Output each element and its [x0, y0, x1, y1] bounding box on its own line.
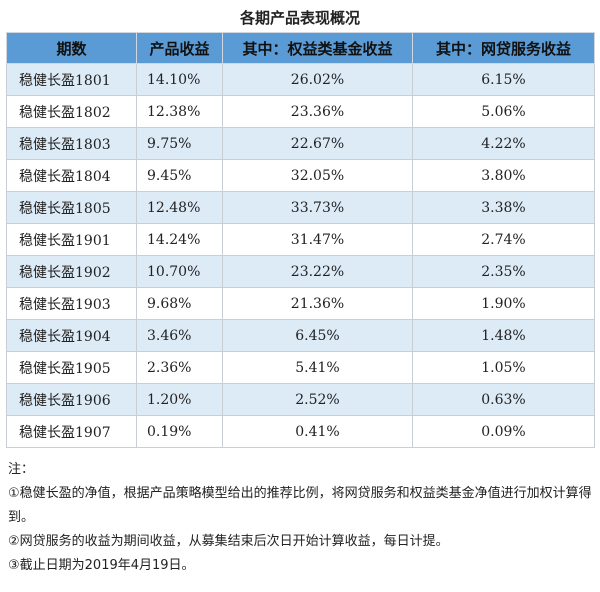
- table-row: 稳健长盈1805 12.48% 33.73% 3.38%: [6, 191, 595, 224]
- period-cell: 稳健长盈1906: [6, 383, 137, 416]
- period-cell: 稳健长盈1901: [6, 223, 137, 256]
- notes: 注： ①稳健长盈的净值，根据产品策略模型给出的推荐比例，将网贷服务和权益类基金净…: [6, 458, 594, 578]
- product-return-cell: 12.48%: [136, 191, 223, 224]
- p2p-service-return-cell: 1.48%: [412, 319, 595, 352]
- performance-table: 期数 产品收益 其中：权益类基金收益 其中：网贷服务收益 稳健长盈1801 14.…: [6, 32, 595, 448]
- product-return-cell: 12.38%: [136, 95, 223, 128]
- product-return-cell: 9.68%: [136, 287, 223, 320]
- equity-fund-return-cell: 23.22%: [222, 255, 413, 288]
- product-return-cell: 9.45%: [136, 159, 223, 192]
- table-row: 稳健长盈1804 9.45% 32.05% 3.80%: [6, 159, 595, 192]
- table-row: 稳健长盈1803 9.75% 22.67% 4.22%: [6, 127, 595, 160]
- p2p-service-return-cell: 4.22%: [412, 127, 595, 160]
- equity-fund-return-cell: 31.47%: [222, 223, 413, 256]
- header-period: 期数: [6, 32, 137, 64]
- table-header-row: 期数 产品收益 其中：权益类基金收益 其中：网贷服务收益: [6, 32, 595, 64]
- table-row: 稳健长盈1907 0.19% 0.41% 0.09%: [6, 415, 595, 448]
- notes-heading: 注：: [8, 462, 35, 477]
- equity-fund-return-cell: 6.45%: [222, 319, 413, 352]
- product-return-cell: 10.70%: [136, 255, 223, 288]
- equity-fund-return-cell: 32.05%: [222, 159, 413, 192]
- note-2: ②网贷服务的收益为期间收益，从募集结束后次日开始计算收益，每日计提。: [8, 534, 449, 549]
- table-row: 稳健长盈1902 10.70% 23.22% 2.35%: [6, 255, 595, 288]
- header-p2p-service-return: 其中：网贷服务收益: [412, 32, 595, 64]
- table-body: 稳健长盈1801 14.10% 26.02% 6.15% 稳健长盈1802 12.38% 2…: [6, 63, 595, 448]
- period-cell: 稳健长盈1905: [6, 351, 137, 384]
- table-row: 稳健长盈1801 14.10% 26.02% 6.15%: [6, 63, 595, 96]
- table-title: 各期产品表现概况: [239, 9, 360, 27]
- p2p-service-return-cell: 5.06%: [412, 95, 595, 128]
- equity-fund-return-cell: 5.41%: [222, 351, 413, 384]
- equity-fund-return-cell: 26.02%: [222, 63, 413, 96]
- period-cell: 稳健长盈1907: [6, 415, 137, 448]
- equity-fund-return-cell: 23.36%: [222, 95, 413, 128]
- product-return-cell: 1.20%: [136, 383, 223, 416]
- table-row: 稳健长盈1903 9.68% 21.36% 1.90%: [6, 287, 595, 320]
- period-cell: 稳健长盈1902: [6, 255, 137, 288]
- product-return-cell: 2.36%: [136, 351, 223, 384]
- p2p-service-return-cell: 0.63%: [412, 383, 595, 416]
- p2p-service-return-cell: 0.09%: [412, 415, 595, 448]
- product-return-cell: 0.19%: [136, 415, 223, 448]
- p2p-service-return-cell: 6.15%: [412, 63, 595, 96]
- header-product-return: 产品收益: [136, 32, 223, 64]
- product-return-cell: 3.46%: [136, 319, 223, 352]
- period-cell: 稳健长盈1801: [6, 63, 137, 96]
- period-cell: 稳健长盈1805: [6, 191, 137, 224]
- p2p-service-return-cell: 1.90%: [412, 287, 595, 320]
- period-cell: 稳健长盈1803: [6, 127, 137, 160]
- equity-fund-return-cell: 33.73%: [222, 191, 413, 224]
- equity-fund-return-cell: 21.36%: [222, 287, 413, 320]
- period-cell: 稳健长盈1802: [6, 95, 137, 128]
- period-cell: 稳健长盈1903: [6, 287, 137, 320]
- period-cell: 稳健长盈1904: [6, 319, 137, 352]
- p2p-service-return-cell: 2.35%: [412, 255, 595, 288]
- period-cell: 稳健长盈1804: [6, 159, 137, 192]
- p2p-service-return-cell: 2.74%: [412, 223, 595, 256]
- equity-fund-return-cell: 0.41%: [222, 415, 413, 448]
- note-1: ①稳健长盈的净值，根据产品策略模型给出的推荐比例，将网贷服务和权益类基金净值进行…: [8, 486, 592, 525]
- p2p-service-return-cell: 1.05%: [412, 351, 595, 384]
- product-return-cell: 14.24%: [136, 223, 223, 256]
- table-row: 稳健长盈1905 2.36% 5.41% 1.05%: [6, 351, 595, 384]
- table-row: 稳健长盈1901 14.24% 31.47% 2.74%: [6, 223, 595, 256]
- product-return-cell: 14.10%: [136, 63, 223, 96]
- equity-fund-return-cell: 22.67%: [222, 127, 413, 160]
- product-return-cell: 9.75%: [136, 127, 223, 160]
- table-row: 稳健长盈1802 12.38% 23.36% 5.06%: [6, 95, 595, 128]
- p2p-service-return-cell: 3.80%: [412, 159, 595, 192]
- header-equity-fund-return: 其中：权益类基金收益: [222, 32, 413, 64]
- p2p-service-return-cell: 3.38%: [412, 191, 595, 224]
- note-3: ③截止日期为2019年4月19日。: [8, 558, 195, 573]
- table-row: 稳健长盈1904 3.46% 6.45% 1.48%: [6, 319, 595, 352]
- equity-fund-return-cell: 2.52%: [222, 383, 413, 416]
- table-row: 稳健长盈1906 1.20% 2.52% 0.63%: [6, 383, 595, 416]
